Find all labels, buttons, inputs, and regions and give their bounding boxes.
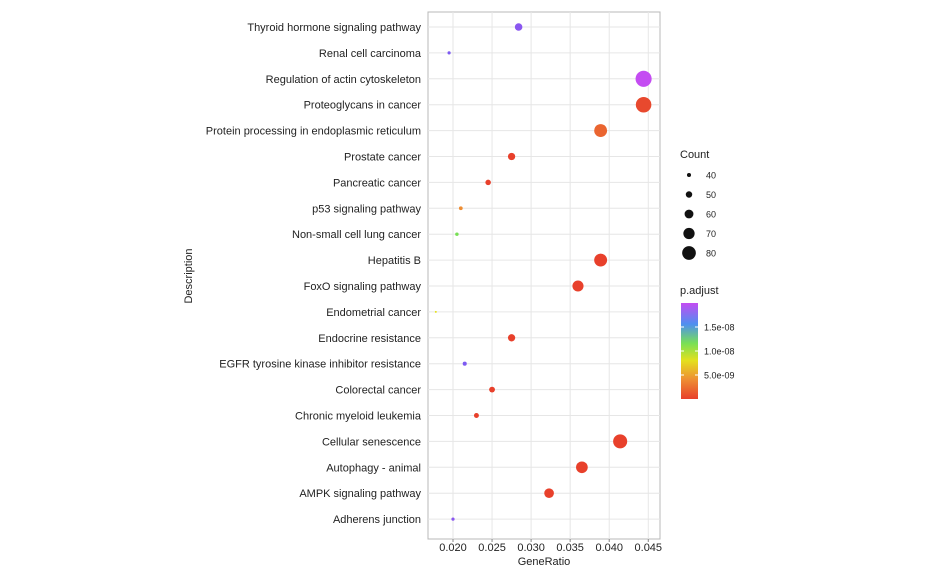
data-points xyxy=(434,23,652,521)
count-legend-label: 80 xyxy=(706,249,716,259)
data-point xyxy=(451,517,455,521)
x-tick-labels: 0.020 0.025 0.030 0.035 0.040 0.045 xyxy=(439,539,662,554)
y-tick-label: Endometrial cancer xyxy=(326,307,421,319)
padjust-legend-ticks: 1.5e-08 1.0e-08 5.0e-09 xyxy=(681,323,735,381)
y-tick-label: p53 signaling pathway xyxy=(312,203,421,215)
padjust-tick-label: 1.5e-08 xyxy=(704,323,735,333)
y-tick-label: Cellular senescence xyxy=(322,436,421,448)
padjust-legend: p.adjust 1.5e-08 1.0e-08 5.0e-09 xyxy=(680,285,735,399)
data-point xyxy=(458,206,463,211)
y-tick-label: Colorectal cancer xyxy=(335,385,421,397)
y-tick-label: Pancreatic cancer xyxy=(333,177,421,189)
data-point xyxy=(576,461,588,474)
data-point xyxy=(473,413,479,418)
y-tick-label: Renal cell carcinoma xyxy=(319,48,422,60)
x-tick-label: 0.040 xyxy=(595,542,623,554)
x-tick-label: 0.020 xyxy=(439,542,467,554)
data-point xyxy=(434,310,437,313)
y-tick-label: Thyroid hormone signaling pathway xyxy=(247,22,421,34)
count-legend-key xyxy=(684,209,694,219)
padjust-legend-title: p.adjust xyxy=(680,285,719,297)
count-legend-label: 70 xyxy=(706,229,716,239)
x-tick-label: 0.035 xyxy=(556,542,584,554)
count-legend-label: 40 xyxy=(706,171,716,181)
x-axis-title: GeneRatio xyxy=(518,556,571,568)
y-tick-label: Adherens junction xyxy=(333,514,421,526)
y-tick-labels: Thyroid hormone signaling pathway Renal c… xyxy=(206,22,422,526)
data-point xyxy=(489,386,495,393)
count-legend-keys: 40 50 60 70 80 xyxy=(682,171,716,260)
x-tick-label: 0.045 xyxy=(635,542,663,554)
y-tick-label: EGFR tyrosine kinase inhibitor resistanc… xyxy=(219,359,421,371)
y-tick-label: FoxO signaling pathway xyxy=(304,281,422,293)
padjust-tick-label: 1.0e-08 xyxy=(704,347,735,357)
y-tick-label: Non-small cell lung cancer xyxy=(292,229,421,241)
data-point xyxy=(507,152,516,161)
count-legend-label: 50 xyxy=(706,190,716,200)
count-legend-key xyxy=(682,246,696,260)
data-point xyxy=(594,253,608,267)
data-point xyxy=(635,70,652,87)
y-tick-label: Endocrine resistance xyxy=(318,333,421,345)
data-point xyxy=(507,334,516,342)
count-legend-label: 60 xyxy=(706,210,716,220)
y-tick-label: Autophagy - animal xyxy=(326,462,421,474)
y-tick-label: Chronic myeloid leukemia xyxy=(295,411,422,423)
y-tick-label: Proteoglycans in cancer xyxy=(304,100,422,112)
data-point xyxy=(462,361,467,366)
padjust-tick-label: 5.0e-09 xyxy=(704,371,735,381)
padjust-colorbar xyxy=(681,303,698,399)
y-tick-label: Prostate cancer xyxy=(344,152,421,164)
y-tick-label: AMPK signaling pathway xyxy=(299,488,421,500)
count-legend-title: Count xyxy=(680,149,709,161)
data-point xyxy=(544,488,554,499)
count-legend-key xyxy=(683,227,695,240)
data-point xyxy=(594,124,608,138)
count-legend: Count 40 50 60 70 80 xyxy=(680,149,716,260)
count-legend-key xyxy=(686,172,692,178)
plot-panel xyxy=(427,11,661,540)
x-tick-label: 0.030 xyxy=(517,542,545,554)
data-point xyxy=(447,51,451,55)
count-legend-key xyxy=(685,191,693,198)
data-point xyxy=(485,179,491,186)
y-tick-label: Hepatitis B xyxy=(368,255,421,267)
y-axis-title: Description xyxy=(183,248,195,303)
y-tick-label: Protein processing in endoplasmic reticu… xyxy=(206,126,421,138)
data-point xyxy=(514,23,523,31)
y-tick-label: Regulation of actin cytoskeleton xyxy=(266,74,421,86)
data-point xyxy=(613,434,628,449)
data-point xyxy=(635,96,652,113)
data-point xyxy=(572,280,584,292)
data-point xyxy=(455,232,459,236)
x-tick-label: 0.025 xyxy=(478,542,506,554)
